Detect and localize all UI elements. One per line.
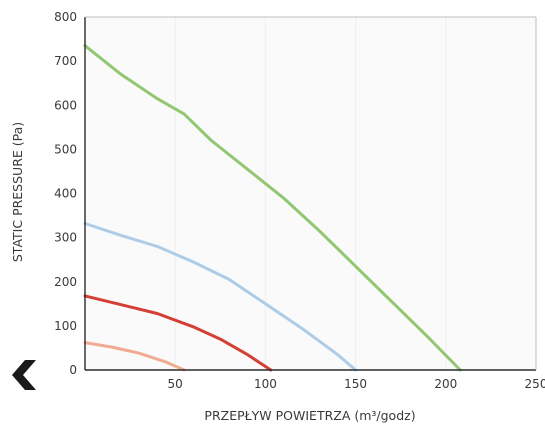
series-line-4 (83, 341, 186, 372)
back-button[interactable] (8, 358, 44, 392)
y-tick-label: 400 (54, 187, 77, 201)
y-tick-label: 500 (54, 142, 77, 156)
y-tick-label: 800 (54, 10, 77, 24)
x-tick-label: 150 (344, 377, 367, 391)
x-tick-label: 200 (434, 377, 457, 391)
y-axis-title: STATIC PRESSURE (Pa) (10, 122, 25, 262)
series-line-3 (83, 294, 273, 372)
y-tick-label: 700 (54, 54, 77, 68)
plot-area (85, 17, 536, 370)
y-tick-label: 300 (54, 231, 77, 245)
series-group (83, 44, 462, 372)
y-tick-label: 200 (54, 275, 77, 289)
x-tick-label: 50 (168, 377, 183, 391)
x-axis-title: PRZEPŁYW POWIETRZA (m³/godz) (204, 408, 415, 423)
grid-lines (174, 17, 447, 370)
series-line-2 (83, 222, 358, 372)
y-tick-label: 100 (54, 319, 77, 333)
x-tick-labels: 50 100 150 200 250 (168, 377, 545, 391)
y-tick-label: 0 (69, 363, 77, 377)
x-tick-label: 100 (254, 377, 277, 391)
axes (84, 16, 537, 371)
y-tick-label: 600 (54, 98, 77, 112)
x-tick-label: 250 (525, 377, 545, 391)
y-tick-labels: 0 100 200 300 400 500 600 700 800 (54, 10, 77, 377)
chevron-left-icon (12, 360, 36, 390)
series-line-1 (83, 44, 462, 372)
plot-background (85, 17, 536, 370)
